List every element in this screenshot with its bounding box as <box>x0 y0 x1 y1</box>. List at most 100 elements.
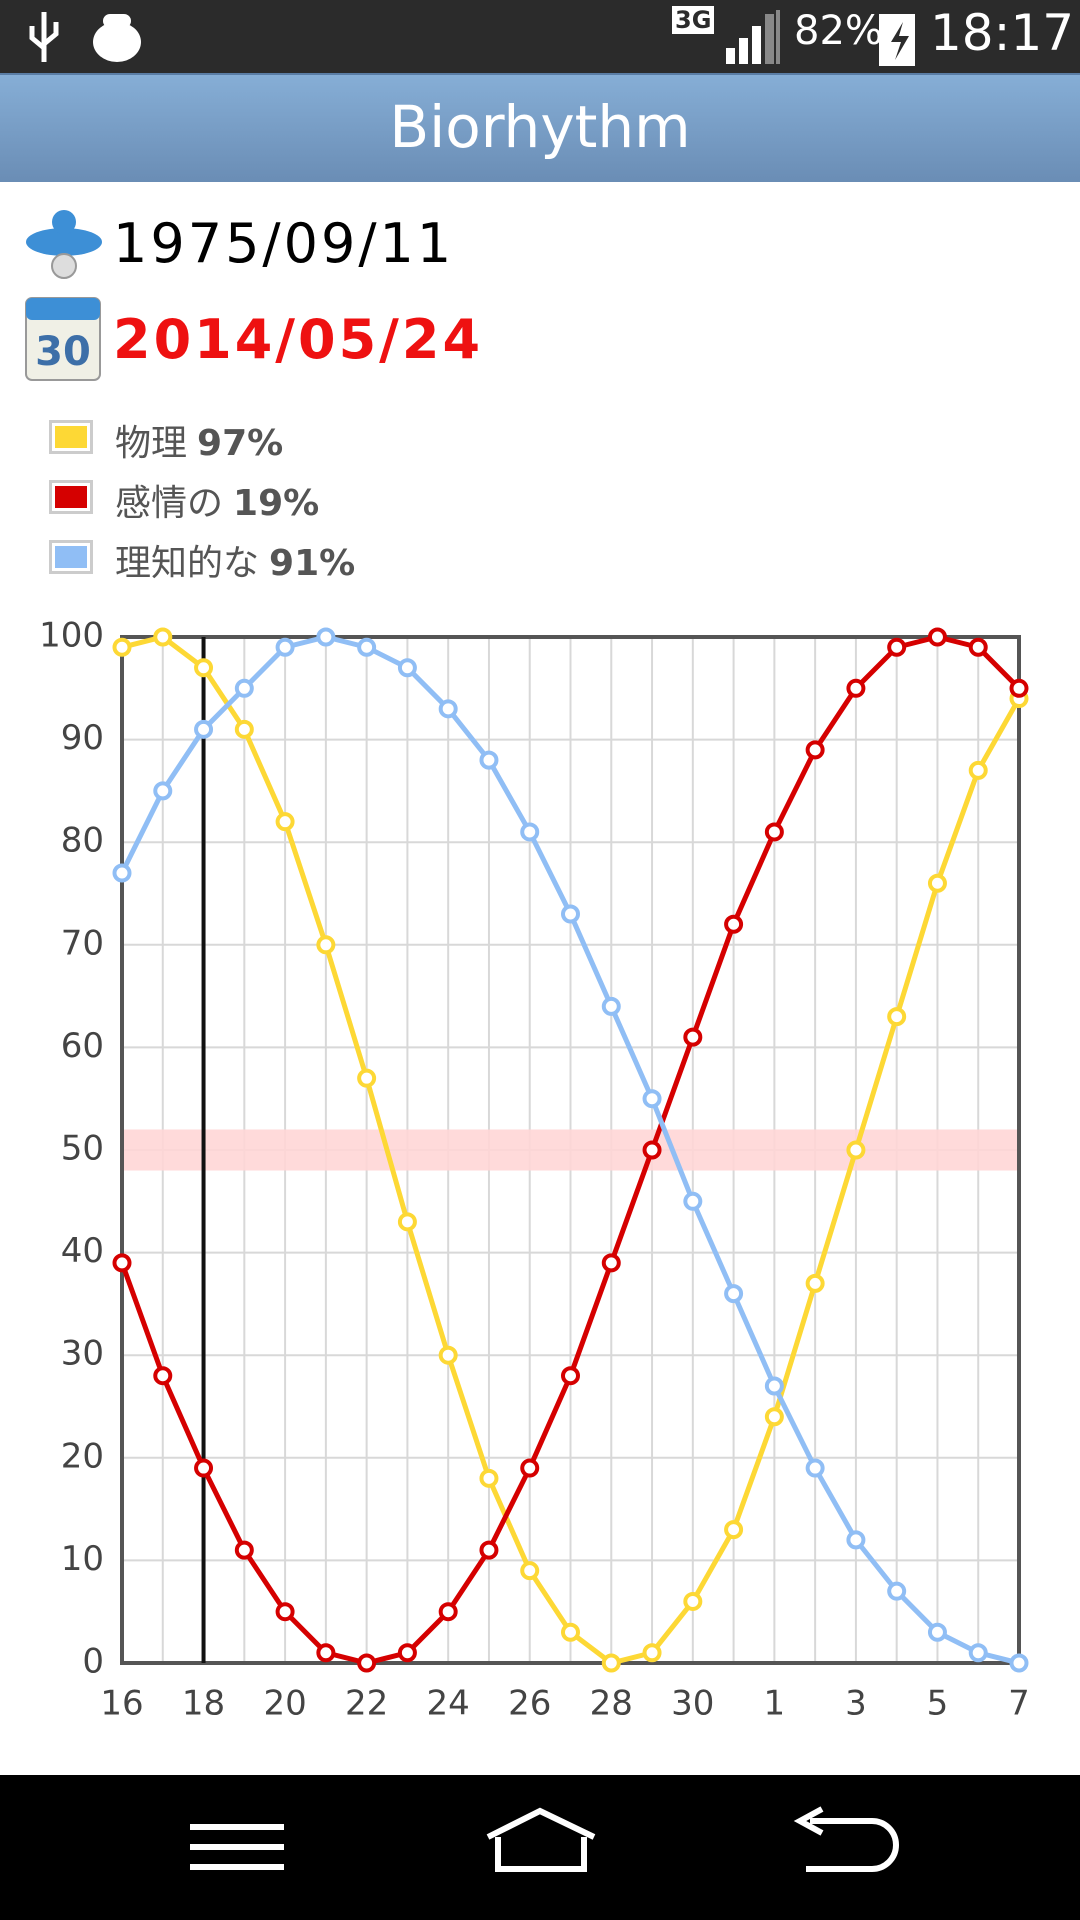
data-point <box>112 637 132 657</box>
data-point <box>724 914 744 934</box>
x-tick-label: 1 <box>764 1684 786 1724</box>
x-tick-label: 5 <box>927 1684 949 1724</box>
app-title: Biorhythm <box>389 93 691 161</box>
data-point <box>764 1407 784 1427</box>
x-tick-label: 3 <box>845 1684 867 1724</box>
nav-icons <box>190 1806 899 1872</box>
x-tick-label: 30 <box>671 1684 714 1724</box>
back-button[interactable] <box>793 1806 899 1872</box>
legend-value: 19% <box>233 483 320 524</box>
data-point <box>316 627 336 647</box>
legend-swatch <box>49 480 93 514</box>
data-point <box>275 812 295 832</box>
data-point <box>846 678 866 698</box>
battery-level: 82% <box>794 8 883 54</box>
data-point <box>153 1366 173 1386</box>
y-tick-label: 0 <box>82 1642 104 1682</box>
calendar-icon: 30 <box>25 297 101 381</box>
data-point <box>316 1643 336 1663</box>
data-point <box>968 1643 988 1663</box>
data-point <box>561 1366 580 1386</box>
data-point <box>764 1376 784 1396</box>
y-tick-label: 100 <box>39 616 104 656</box>
data-point <box>927 1622 947 1642</box>
network-type: 3G <box>672 6 715 34</box>
x-tick-label: 16 <box>100 1684 143 1724</box>
data-point <box>357 1653 377 1673</box>
data-point <box>438 1602 458 1622</box>
data-point <box>194 1458 214 1478</box>
data-point <box>724 1520 744 1540</box>
status-icons <box>29 10 915 66</box>
data-point <box>397 1643 417 1663</box>
data-point <box>479 750 499 770</box>
status-bar: 3G 82% 18:17 <box>0 0 1080 73</box>
y-tick-label: 10 <box>61 1539 104 1579</box>
data-point <box>275 1602 295 1622</box>
y-tick-label: 20 <box>61 1436 104 1476</box>
data-point <box>1009 678 1029 698</box>
data-point <box>887 1581 907 1601</box>
nav-bar <box>0 1775 1080 1920</box>
legend-label: 感情の <box>115 483 224 524</box>
app-bar: Biorhythm <box>0 73 1080 182</box>
data-point <box>397 1212 417 1232</box>
data-point <box>642 1643 662 1663</box>
data-point <box>234 1540 254 1560</box>
birth-icon <box>26 210 102 279</box>
x-tick-label: 24 <box>427 1684 470 1724</box>
data-point <box>479 1468 499 1488</box>
data-point <box>438 699 458 719</box>
data-point <box>194 719 214 739</box>
x-tick-label: 28 <box>590 1684 633 1724</box>
data-point <box>316 935 336 955</box>
data-point <box>561 904 580 924</box>
y-tick-label: 70 <box>61 923 104 963</box>
x-tick-label: 22 <box>345 1684 388 1724</box>
data-point <box>642 1140 662 1160</box>
y-tick-label: 50 <box>61 1129 104 1169</box>
y-tick-label: 40 <box>61 1231 104 1271</box>
legend-text: 理知的な 91% <box>115 534 355 586</box>
data-point <box>764 822 784 842</box>
home-button[interactable] <box>486 1807 596 1872</box>
menu-button[interactable] <box>190 1824 284 1870</box>
y-tick-label: 80 <box>61 821 104 861</box>
data-point <box>805 740 825 760</box>
data-point <box>601 1253 621 1273</box>
y-tick-label: 90 <box>61 718 104 758</box>
legend-value: 91% <box>269 543 356 584</box>
svg-text:30: 30 <box>35 329 91 375</box>
plot-frame <box>120 635 1021 1665</box>
data-point <box>683 1027 703 1047</box>
data-point <box>846 1140 866 1160</box>
data-point <box>1009 1653 1029 1673</box>
legend-label: 理知的な <box>115 543 260 584</box>
data-point <box>968 637 988 657</box>
data-point <box>234 719 254 739</box>
data-point <box>683 1191 703 1211</box>
data-point <box>561 1622 580 1642</box>
legend-text: 物理 97% <box>115 414 283 466</box>
date-icons: 30 <box>25 210 102 381</box>
debug-icon <box>93 14 141 62</box>
data-point <box>520 1561 540 1581</box>
data-point <box>479 1540 499 1560</box>
data-point <box>601 1653 621 1673</box>
y-tick-label: 30 <box>61 1334 104 1374</box>
legend-value: 97% <box>197 423 284 464</box>
target-date: 2014/05/24 <box>113 308 484 371</box>
data-point <box>805 1273 825 1293</box>
x-tick-label: 20 <box>263 1684 306 1724</box>
data-point <box>927 873 947 893</box>
x-tick-label: 18 <box>182 1684 225 1724</box>
birth-date: 1975/09/11 <box>113 212 455 275</box>
data-point <box>438 1345 458 1365</box>
legend-swatch <box>49 540 93 574</box>
battery-icon <box>879 14 915 66</box>
legend-text: 感情の 19% <box>115 474 319 526</box>
chart: 0 10 20 30 40 50 60 70 80 90 100 16 18 20 22 24 26 28 30 1 3… <box>39 616 1030 1724</box>
data-point <box>397 658 417 678</box>
usb-icon <box>29 12 59 62</box>
